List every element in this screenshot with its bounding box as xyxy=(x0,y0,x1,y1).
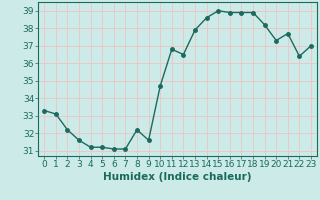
X-axis label: Humidex (Indice chaleur): Humidex (Indice chaleur) xyxy=(103,172,252,182)
